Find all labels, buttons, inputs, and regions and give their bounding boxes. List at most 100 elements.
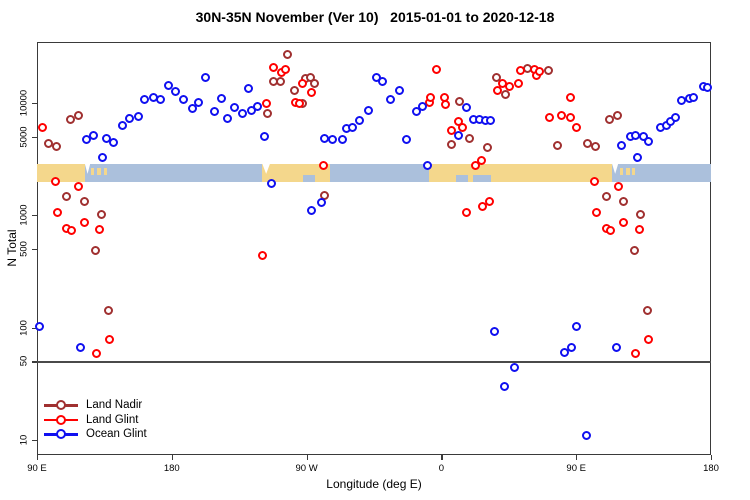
data-point-land-glint xyxy=(66,226,76,236)
y-tick-mark xyxy=(32,249,37,251)
data-point-ocean-glint xyxy=(560,348,570,357)
data-point-land-glint xyxy=(105,334,115,344)
map-band-island xyxy=(103,168,108,175)
y-tick-mark xyxy=(32,136,37,138)
y-tick-mark xyxy=(32,439,37,442)
y-tick-mark xyxy=(32,215,37,217)
map-band-coast-notch xyxy=(262,164,270,174)
data-point-land-glint xyxy=(505,82,515,92)
map-band-sea xyxy=(456,175,469,182)
data-point-land-glint xyxy=(447,126,457,136)
data-point-ocean-glint xyxy=(156,94,166,104)
data-point-ocean-glint xyxy=(643,136,653,146)
map-band-land xyxy=(37,164,85,182)
legend-label: Ocean Glint xyxy=(86,428,147,441)
data-point-land-nadir xyxy=(90,245,100,255)
chart-title: 30N-35N November (Ver 10) 2015-01-01 to … xyxy=(195,9,555,25)
data-point-ocean-glint xyxy=(244,83,254,93)
data-point-land-glint xyxy=(618,218,628,228)
data-point-ocean-glint xyxy=(75,343,85,353)
reference-line xyxy=(37,361,711,363)
x-axis-label: Longitude (deg E) xyxy=(326,477,422,491)
data-point-land-glint xyxy=(457,122,467,132)
data-point-ocean-glint xyxy=(394,85,404,95)
data-point-ocean-glint xyxy=(338,134,348,144)
data-point-ocean-glint xyxy=(222,113,232,123)
data-point-ocean-glint xyxy=(490,327,500,337)
x-tick-mark xyxy=(306,455,308,460)
data-point-land-glint xyxy=(306,87,316,97)
data-point-land-nadir xyxy=(310,78,320,88)
x-tick-label: 180 xyxy=(703,463,719,474)
data-point-land-glint xyxy=(493,85,503,95)
data-point-ocean-glint xyxy=(354,115,364,125)
data-point-ocean-glint xyxy=(171,87,181,97)
data-point-ocean-glint xyxy=(630,131,640,141)
data-point-land-glint xyxy=(318,161,328,171)
map-band-coast-notch xyxy=(84,164,91,174)
data-point-ocean-glint xyxy=(633,153,643,163)
data-point-ocean-glint xyxy=(306,206,316,216)
data-point-land-glint xyxy=(630,348,640,358)
map-band-island xyxy=(96,168,102,175)
data-point-land-glint xyxy=(281,64,291,74)
data-point-land-glint xyxy=(566,93,576,103)
data-point-ocean-glint xyxy=(201,73,210,83)
data-point-ocean-glint xyxy=(266,179,276,189)
data-point-ocean-glint xyxy=(117,121,127,131)
data-point-land-glint xyxy=(478,201,488,211)
data-point-land-glint xyxy=(295,98,305,108)
data-point-land-nadir xyxy=(96,210,106,220)
data-point-ocean-glint xyxy=(317,198,327,207)
data-point-land-glint xyxy=(95,224,105,234)
data-point-land-nadir xyxy=(73,111,83,121)
data-point-ocean-glint xyxy=(485,115,495,125)
data-point-land-nadir xyxy=(79,196,89,206)
legend: Land Nadir Land Glint Ocean Glint xyxy=(44,398,147,442)
x-tick-mark xyxy=(711,455,713,460)
x-tick-mark xyxy=(441,455,443,460)
data-point-ocean-glint xyxy=(385,95,395,105)
map-band-island xyxy=(626,168,631,175)
y-tick-mark xyxy=(32,361,37,363)
data-point-land-glint xyxy=(261,98,271,108)
data-point-ocean-glint xyxy=(216,93,226,103)
y-tick-label: 50 xyxy=(18,356,30,367)
data-point-ocean-glint xyxy=(230,103,240,113)
data-point-land-nadir xyxy=(618,196,628,206)
data-point-land-nadir xyxy=(263,109,273,119)
data-point-ocean-glint xyxy=(35,322,45,332)
data-point-land-nadir xyxy=(630,245,640,255)
map-band-island xyxy=(90,168,94,175)
data-point-land-glint xyxy=(432,65,442,75)
data-point-land-nadir xyxy=(605,115,615,125)
data-point-land-glint xyxy=(52,207,62,217)
data-point-ocean-glint xyxy=(187,104,197,114)
data-point-land-glint xyxy=(297,78,307,88)
data-point-land-glint xyxy=(440,100,450,110)
data-point-land-nadir xyxy=(464,133,474,143)
map-band-sea xyxy=(472,175,491,182)
data-point-land-glint xyxy=(74,182,84,192)
data-point-ocean-glint xyxy=(260,132,270,142)
data-point-land-glint xyxy=(544,112,554,122)
data-point-ocean-glint xyxy=(418,101,428,111)
x-tick-mark xyxy=(37,455,39,460)
map-band-sea xyxy=(302,175,315,182)
data-point-land-nadir xyxy=(492,73,502,83)
data-point-land-nadir xyxy=(290,86,300,96)
y-tick-label: 1000 xyxy=(18,204,30,226)
data-point-ocean-glint xyxy=(140,95,150,105)
y-tick-mark xyxy=(32,103,37,105)
data-point-ocean-glint xyxy=(702,82,712,92)
data-point-ocean-glint xyxy=(509,363,519,373)
x-tick-label: 90 W xyxy=(295,463,318,474)
y-tick-mark xyxy=(32,327,37,329)
data-point-ocean-glint xyxy=(423,161,433,171)
data-point-land-glint xyxy=(634,224,644,234)
data-point-ocean-glint xyxy=(617,140,627,150)
data-point-ocean-glint xyxy=(499,381,509,391)
data-point-ocean-glint xyxy=(567,343,577,353)
y-tick-label: 10 xyxy=(18,434,30,446)
data-point-ocean-glint xyxy=(252,101,262,111)
